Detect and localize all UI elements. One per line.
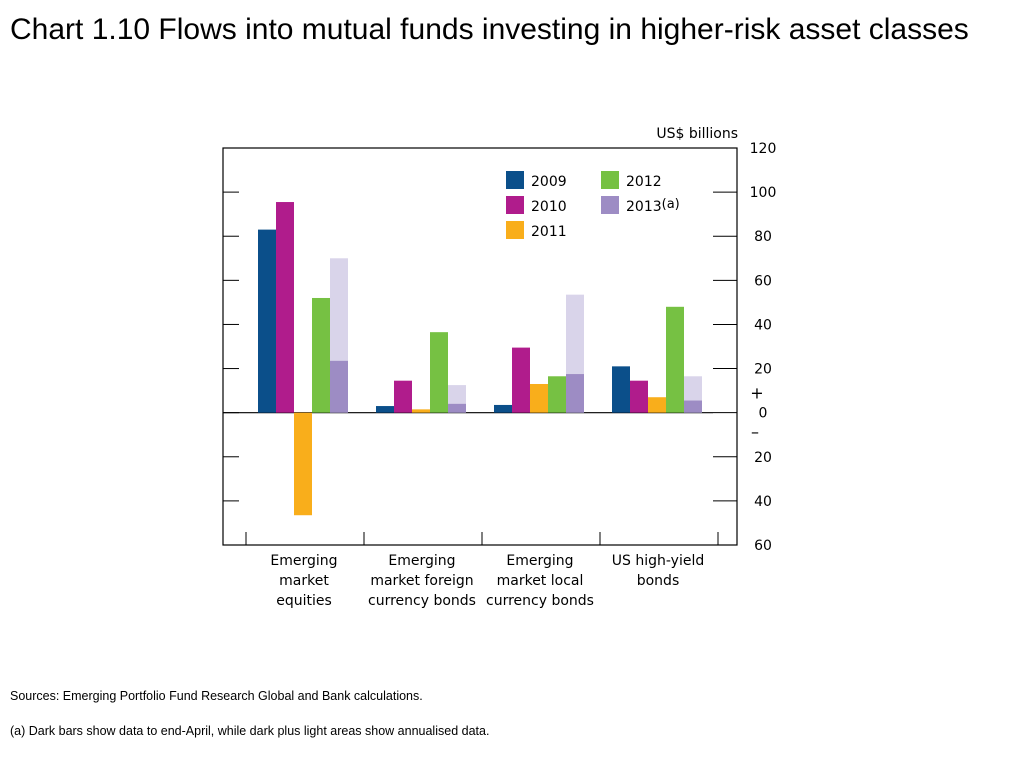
bar [612,366,630,413]
bar [648,397,666,413]
y-tick-label: 0 [759,406,768,422]
y-tick-label: 20 [754,450,772,466]
y-tick-label: 80 [754,229,772,245]
page-title: Chart 1.10 Flows into mutual funds inves… [10,13,969,46]
bar [566,374,584,413]
bar [494,404,512,413]
bar [376,406,394,413]
bar [684,400,702,413]
y-tick-label: 40 [754,494,772,510]
category-label: currency bonds [368,593,476,609]
category-label: US high-yield [612,553,704,569]
y-axis-label: US$ billions [656,126,738,142]
minus-sign-label: – [751,423,759,442]
category-label: Emerging [506,553,573,569]
category-label: Emerging [270,553,337,569]
bar [258,229,276,413]
legend-swatch [506,221,524,239]
legend-label: 2009 [531,174,567,190]
bar [430,332,448,413]
bar [448,403,466,413]
y-tick-label: 20 [754,362,772,378]
bar [412,409,430,413]
legend-label: 2013(a) [626,197,680,215]
y-tick-label: 120 [750,141,777,157]
legend-swatch [601,196,619,214]
chart: 120 100 80 60 40 20 0 20 40 60 + – US$ billions Emerg… [222,126,777,609]
bar [312,297,330,413]
category-label: Emerging [388,553,455,569]
legend-swatch [601,171,619,189]
plot-frame [222,147,738,546]
category-label: market foreign [370,573,473,589]
footnote: (a) Dark bars show data to end-April, wh… [10,724,490,738]
plus-sign-label: + [750,384,763,403]
bar [330,360,348,413]
legend-label: 2012 [626,174,662,190]
bar [394,380,412,413]
category-label: equities [276,593,332,609]
bar [548,376,566,413]
bar [530,383,548,413]
y-tick-label: 40 [754,317,772,333]
y-tick-label: 60 [754,538,772,554]
category-label: currency bonds [486,593,594,609]
legend-swatch [506,171,524,189]
bar [666,306,684,413]
legend-label: 2011 [531,224,567,240]
category-label: bonds [637,573,680,589]
legend-swatch [506,196,524,214]
legend-label: 2010 [531,199,567,215]
y-tick-label: 60 [754,273,772,289]
bar [294,412,312,516]
sources-note: Sources: Emerging Portfolio Fund Researc… [10,689,423,703]
category-label: market [279,573,329,589]
bar [630,380,648,413]
y-tick-label: 100 [750,185,777,201]
bar [512,347,530,413]
category-label: market local [497,573,584,589]
bar [276,202,294,413]
